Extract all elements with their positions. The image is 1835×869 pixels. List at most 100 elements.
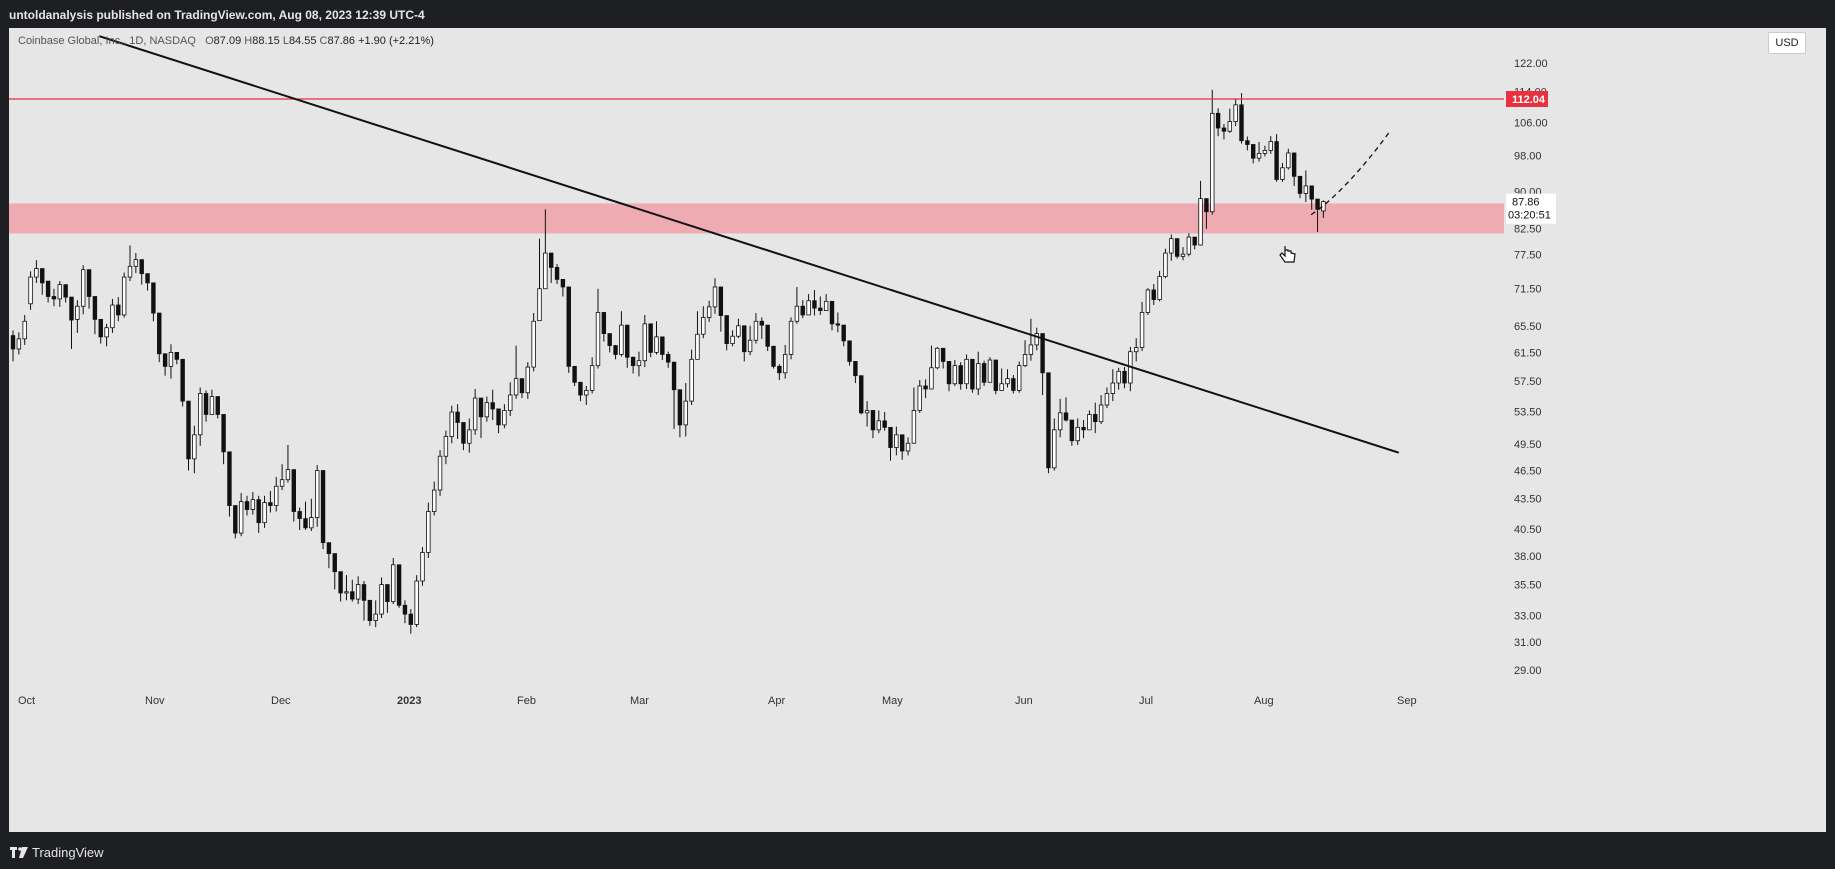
candle <box>408 609 413 634</box>
candle <box>297 507 302 530</box>
candle-body-down <box>408 613 413 625</box>
candle <box>1081 420 1086 439</box>
candle <box>28 271 33 310</box>
candle-body-down <box>268 502 273 506</box>
candle <box>472 388 478 435</box>
candle-body-up <box>110 304 115 329</box>
candle-body-down <box>303 518 308 529</box>
candle <box>859 375 864 415</box>
candle-body-up <box>57 284 62 300</box>
candle <box>1286 148 1291 170</box>
candle <box>1069 419 1075 446</box>
candle <box>233 505 238 539</box>
candle-body-up <box>894 434 899 448</box>
open-value: 87.09 <box>213 35 242 47</box>
y-tick-label: 61.50 <box>1514 347 1542 359</box>
candle-body-up <box>34 268 39 278</box>
candle-body-down <box>882 420 887 428</box>
x-tick-label: Apr <box>768 695 785 707</box>
candle <box>636 351 642 377</box>
currency-button[interactable]: USD <box>1768 32 1806 54</box>
candle-body-up <box>706 306 712 318</box>
x-tick-label: Nov <box>145 695 165 707</box>
candle-body-up <box>695 333 700 360</box>
close-value: 87.86 <box>327 35 356 47</box>
candle-body-up <box>1017 365 1022 391</box>
candle-body-up <box>1104 393 1110 406</box>
candle-body-up <box>513 378 519 396</box>
candle <box>976 351 981 396</box>
candle-body-up <box>917 385 922 411</box>
candle-body-up <box>1110 382 1115 394</box>
candle-body-down <box>157 312 162 355</box>
candle <box>221 414 226 465</box>
candle-body-down <box>116 304 121 316</box>
y-tick-label: 57.50 <box>1514 376 1542 388</box>
candle <box>1011 374 1016 394</box>
candle <box>1122 367 1127 389</box>
candle-body-up <box>1227 121 1232 132</box>
candle <box>350 579 355 602</box>
candle-body-down <box>1274 141 1279 180</box>
candle-body-up <box>1134 347 1139 353</box>
candle <box>455 404 460 440</box>
chart-area[interactable]: 122.00114.00106.0098.0090.0082.5077.5071… <box>9 28 1826 832</box>
candle-body-down <box>490 402 495 410</box>
candle-body-up <box>1169 238 1174 254</box>
candle <box>566 286 571 373</box>
y-tick-label: 35.50 <box>1514 580 1542 592</box>
y-tick-label: 71.50 <box>1514 284 1542 296</box>
candle-body-down <box>98 318 103 338</box>
y-tick-label: 53.50 <box>1514 406 1542 418</box>
candle <box>958 362 963 390</box>
candle-body-down <box>461 422 466 444</box>
candle <box>742 325 747 362</box>
candle-body-down <box>759 320 764 326</box>
candle-body-up <box>1286 152 1291 169</box>
candle <box>882 412 887 431</box>
candle <box>1274 134 1279 182</box>
candle-body-down <box>1315 198 1320 210</box>
candle-body-up <box>75 305 80 320</box>
candle <box>677 389 683 438</box>
candle <box>712 278 718 314</box>
candle <box>1110 369 1115 402</box>
y-tick-label: 43.50 <box>1514 494 1542 506</box>
candle <box>426 502 431 559</box>
candle <box>970 358 975 393</box>
candle-body-down <box>1046 372 1051 469</box>
candle-body-up <box>431 489 437 512</box>
candle-body-up <box>1052 429 1057 469</box>
y-tick-label: 122.00 <box>1514 58 1548 70</box>
candle <box>1291 152 1297 186</box>
candle-body-up <box>788 320 794 355</box>
candle-body-down <box>297 511 302 519</box>
chart-svg[interactable]: 122.00114.00106.0098.0090.0082.5077.5071… <box>9 28 1826 832</box>
candle-body-up <box>976 363 981 390</box>
candle <box>1040 333 1045 396</box>
candle-body-down <box>478 397 484 418</box>
candle <box>794 286 800 324</box>
resistance-price-text: 112.04 <box>1512 94 1546 106</box>
candle <box>332 553 337 590</box>
candle-body-down <box>981 363 987 383</box>
candle-body-down <box>835 323 841 326</box>
candle-body-down <box>812 300 817 309</box>
candle <box>1157 270 1162 302</box>
candle-body-up <box>1022 354 1028 367</box>
candle <box>1052 418 1057 471</box>
tradingview-logo[interactable]: TradingView <box>10 845 104 860</box>
candle-body-down <box>174 351 179 360</box>
candle <box>215 396 220 419</box>
candle-body-up <box>999 383 1004 391</box>
candle-body-up <box>437 455 443 491</box>
candle-body-down <box>227 451 232 506</box>
candle-body-up <box>1139 312 1145 349</box>
candle <box>1098 395 1104 425</box>
candle-body-up <box>712 286 718 308</box>
candle-body-up <box>525 366 530 394</box>
candle-body-up <box>1198 198 1203 246</box>
candle <box>1315 198 1320 232</box>
candle-body-down <box>40 268 45 284</box>
candle-body-up <box>543 252 548 290</box>
